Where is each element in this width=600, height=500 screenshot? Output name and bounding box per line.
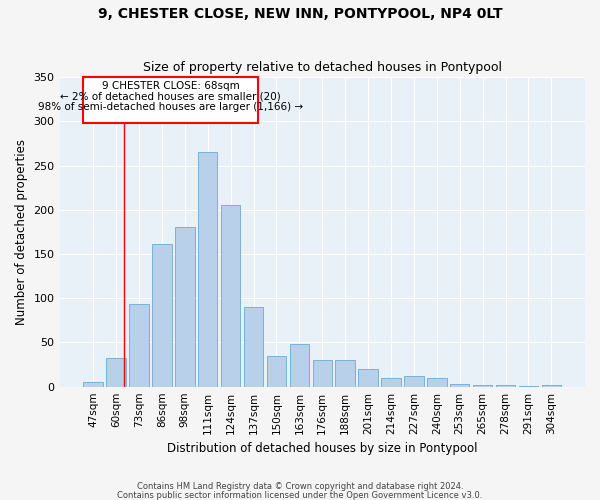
Text: ← 2% of detached houses are smaller (20): ← 2% of detached houses are smaller (20) bbox=[60, 92, 281, 102]
Bar bbox=[106, 358, 126, 386]
Bar bbox=[129, 304, 149, 386]
Bar bbox=[427, 378, 446, 386]
Bar bbox=[290, 344, 309, 387]
Bar bbox=[83, 77, 258, 123]
Text: 9 CHESTER CLOSE: 68sqm: 9 CHESTER CLOSE: 68sqm bbox=[101, 81, 239, 91]
Bar bbox=[542, 385, 561, 386]
Bar bbox=[175, 226, 194, 386]
Text: 9, CHESTER CLOSE, NEW INN, PONTYPOOL, NP4 0LT: 9, CHESTER CLOSE, NEW INN, PONTYPOOL, NP… bbox=[98, 8, 502, 22]
Bar bbox=[83, 382, 103, 386]
Bar bbox=[221, 206, 241, 386]
Bar bbox=[473, 385, 493, 386]
Bar bbox=[450, 384, 469, 386]
Bar bbox=[267, 356, 286, 386]
Bar bbox=[152, 244, 172, 386]
Text: 98% of semi-detached houses are larger (1,166) →: 98% of semi-detached houses are larger (… bbox=[38, 102, 303, 112]
Y-axis label: Number of detached properties: Number of detached properties bbox=[15, 139, 28, 325]
Bar bbox=[313, 360, 332, 386]
Text: Contains public sector information licensed under the Open Government Licence v3: Contains public sector information licen… bbox=[118, 490, 482, 500]
Bar bbox=[404, 376, 424, 386]
Bar bbox=[335, 360, 355, 386]
Title: Size of property relative to detached houses in Pontypool: Size of property relative to detached ho… bbox=[143, 62, 502, 74]
Text: Contains HM Land Registry data © Crown copyright and database right 2024.: Contains HM Land Registry data © Crown c… bbox=[137, 482, 463, 491]
Bar bbox=[244, 307, 263, 386]
Bar bbox=[496, 385, 515, 386]
Bar bbox=[198, 152, 217, 386]
Bar bbox=[381, 378, 401, 386]
Bar bbox=[358, 369, 378, 386]
X-axis label: Distribution of detached houses by size in Pontypool: Distribution of detached houses by size … bbox=[167, 442, 478, 455]
